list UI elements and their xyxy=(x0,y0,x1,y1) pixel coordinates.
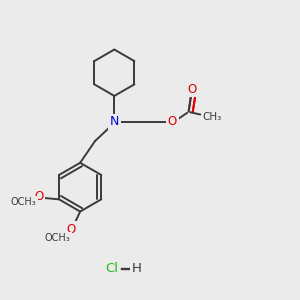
Text: O: O xyxy=(168,115,177,128)
Text: OCH₃: OCH₃ xyxy=(45,233,71,243)
Text: O: O xyxy=(187,82,196,96)
Text: OCH₃: OCH₃ xyxy=(11,197,36,207)
Text: N: N xyxy=(110,115,119,128)
Text: Cl: Cl xyxy=(105,262,118,275)
Text: O: O xyxy=(34,190,44,203)
Text: CH₃: CH₃ xyxy=(202,112,221,122)
Text: H: H xyxy=(132,262,142,275)
Text: O: O xyxy=(67,223,76,236)
